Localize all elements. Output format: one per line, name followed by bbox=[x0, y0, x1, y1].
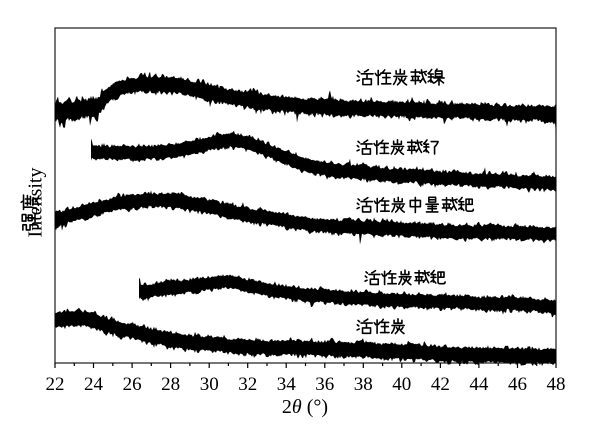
svg-text:42: 42 bbox=[431, 374, 450, 395]
svg-text:48: 48 bbox=[547, 374, 566, 395]
svg-text:26: 26 bbox=[123, 374, 142, 395]
svg-text:28: 28 bbox=[161, 374, 180, 395]
svg-text:38: 38 bbox=[354, 374, 373, 395]
svg-text:2θ (°): 2θ (°) bbox=[282, 396, 328, 418]
svg-text:22: 22 bbox=[46, 374, 65, 395]
svg-text:44: 44 bbox=[469, 374, 489, 395]
svg-text:36: 36 bbox=[315, 374, 334, 395]
svg-text:30: 30 bbox=[200, 374, 219, 395]
svg-text:32: 32 bbox=[238, 374, 257, 395]
svg-text:40: 40 bbox=[392, 374, 411, 395]
svg-text:34: 34 bbox=[277, 374, 297, 395]
svg-text:46: 46 bbox=[508, 374, 527, 395]
svg-text:24: 24 bbox=[84, 374, 104, 395]
